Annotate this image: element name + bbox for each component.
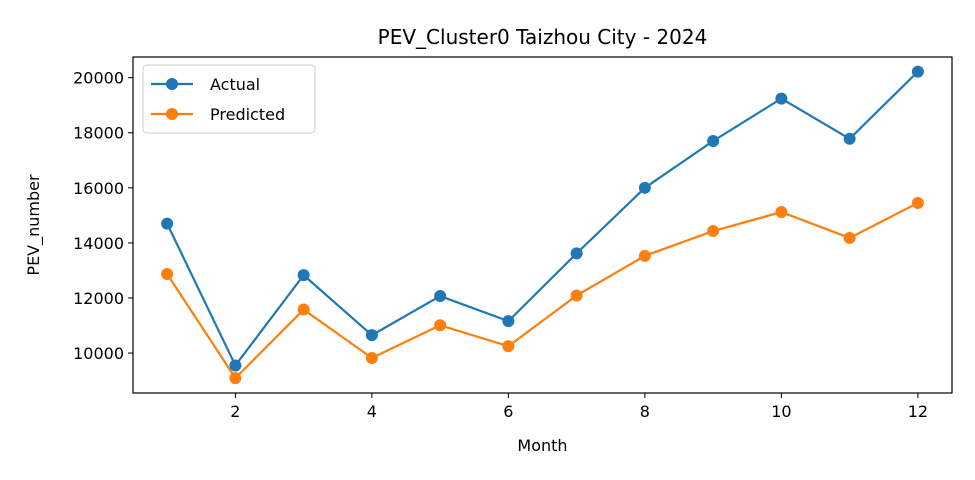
x-tick-label: 12 xyxy=(908,402,928,421)
data-point-predicted xyxy=(502,340,515,353)
data-point-predicted xyxy=(638,249,651,262)
y-axis-title: PEV_number xyxy=(24,174,44,276)
legend-label-predicted: Predicted xyxy=(210,105,285,124)
data-point-predicted xyxy=(911,196,924,209)
y-axis: 10000 12000 14000 16000 18000 20000 xyxy=(73,69,133,363)
data-point-actual xyxy=(365,329,378,342)
data-point-predicted xyxy=(707,225,720,238)
plot-area xyxy=(161,65,924,385)
chart-title: PEV_Cluster0 Taizhou City - 2024 xyxy=(378,25,708,49)
data-point-actual xyxy=(434,290,447,303)
data-point-actual xyxy=(229,359,242,372)
data-point-actual xyxy=(911,65,924,78)
y-tick-label: 18000 xyxy=(73,124,124,143)
x-tick-label: 8 xyxy=(640,402,650,421)
x-axis: 2 4 6 8 10 12 xyxy=(230,393,928,421)
x-tick-label: 10 xyxy=(771,402,791,421)
y-tick-label: 10000 xyxy=(73,344,124,363)
data-point-predicted xyxy=(843,231,856,244)
plot-frame xyxy=(132,56,953,394)
data-point-actual xyxy=(297,269,310,282)
data-point-predicted xyxy=(365,352,378,365)
y-tick-label: 12000 xyxy=(73,289,124,308)
legend: Actual Predicted xyxy=(142,64,316,134)
x-tick-label: 6 xyxy=(503,402,513,421)
legend-marker-predicted xyxy=(166,108,178,120)
data-point-actual xyxy=(843,132,856,145)
data-point-predicted xyxy=(297,303,310,316)
legend-marker-actual xyxy=(166,78,178,90)
y-tick-label: 20000 xyxy=(73,69,124,88)
series-line-predicted xyxy=(166,201,919,380)
x-axis-title: Month xyxy=(517,436,567,455)
legend-label-actual: Actual xyxy=(210,75,260,94)
data-point-actual xyxy=(638,181,651,194)
data-point-actual xyxy=(570,247,583,260)
y-tick-label: 16000 xyxy=(73,179,124,198)
data-point-predicted xyxy=(570,289,583,302)
data-point-predicted xyxy=(434,319,447,332)
series-line-actual xyxy=(166,70,919,367)
data-point-predicted xyxy=(229,372,242,385)
data-point-predicted xyxy=(775,206,788,219)
data-point-predicted xyxy=(161,268,174,281)
data-point-actual xyxy=(502,315,515,328)
data-point-actual xyxy=(775,92,788,105)
x-tick-label: 4 xyxy=(367,402,377,421)
data-point-actual xyxy=(161,217,174,230)
y-tick-label: 14000 xyxy=(73,234,124,253)
x-tick-label: 2 xyxy=(230,402,240,421)
data-point-actual xyxy=(707,135,720,147)
legend-box xyxy=(142,64,316,134)
